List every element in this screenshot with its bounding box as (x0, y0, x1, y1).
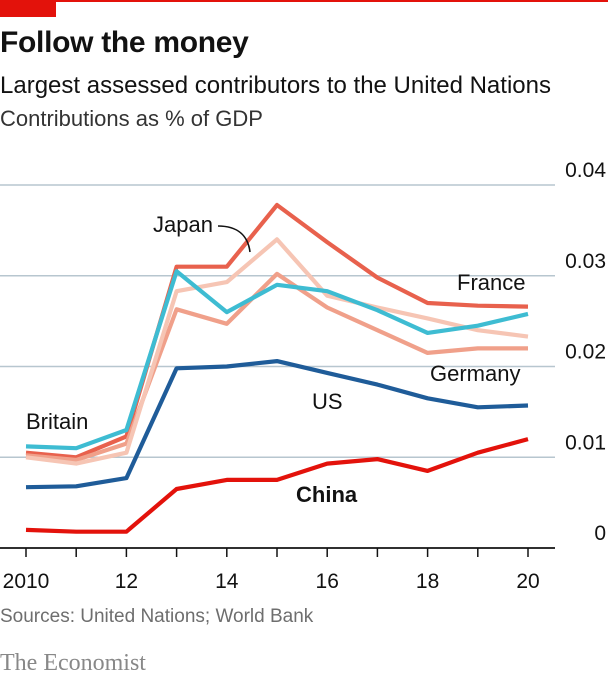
source-note: Sources: United Nations; World Bank (0, 606, 314, 627)
y-tick-label: 0 (594, 522, 606, 545)
brand-logo-text: The Economist (0, 650, 146, 676)
x-tick-label: 14 (215, 570, 239, 593)
x-tick-label: 20 (516, 570, 539, 593)
series-label-britain: Britain (26, 409, 88, 434)
x-tick-label: 12 (115, 570, 138, 593)
chart-subtitle: Largest assessed contributors to the Uni… (0, 72, 551, 99)
series-label-germany: Germany (430, 361, 520, 386)
y-tick-label: 0.02 (565, 341, 606, 364)
japan-leader-line (217, 225, 251, 253)
series-line-us (25, 359, 529, 490)
series-line-japan (25, 237, 529, 466)
series-line-france (25, 202, 529, 460)
series-label-japan: Japan (153, 212, 213, 237)
unit-label: Contributions as % of GDP (0, 106, 263, 131)
series-label-china: China (296, 482, 358, 507)
x-axis: 2010 12 14 16 18 20 (0, 547, 555, 593)
series-line-china (25, 437, 529, 534)
series-line-britain (25, 269, 529, 451)
chart-title: Follow the money (0, 26, 249, 59)
series-line-germany (25, 271, 528, 463)
x-tick-label: 16 (316, 570, 339, 593)
x-tick-label: 18 (416, 570, 439, 593)
top-red-rule (0, 0, 608, 2)
x-tick-label: 2010 (3, 570, 50, 593)
y-tick-label: 0.03 (565, 250, 606, 273)
series-label-france: France (457, 270, 525, 295)
y-tick-label: 0.04 (565, 159, 606, 182)
series-label-us: US (312, 389, 343, 414)
y-tick-label: 0.01 (565, 431, 606, 454)
line-chart: 0 0.01 0.02 0.03 0.04 2010 12 14 16 18 20 Japan F… (0, 159, 606, 593)
series-labels: Japan France Germany Britain US China (26, 212, 525, 507)
y-tick-labels: 0 0.01 0.02 0.03 0.04 (565, 159, 606, 545)
series-lines (25, 202, 529, 534)
economist-red-tag (0, 0, 56, 17)
